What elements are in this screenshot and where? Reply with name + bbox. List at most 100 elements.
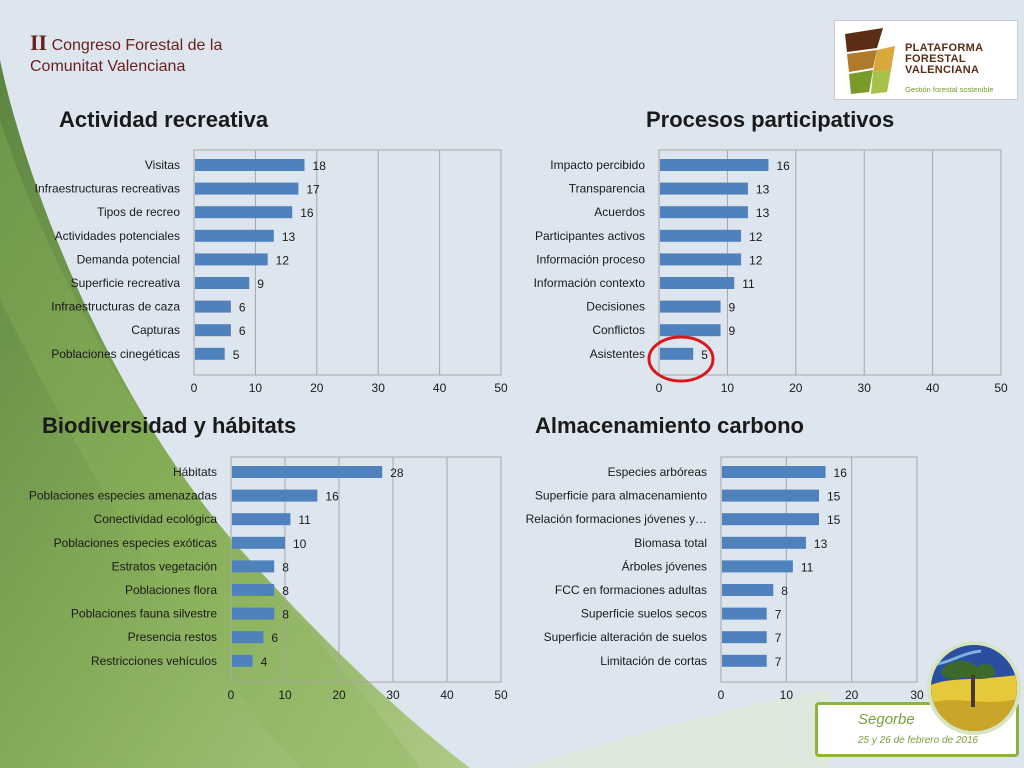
bar (660, 300, 721, 313)
chart-title-almacenamiento-carbono: Almacenamiento carbono (535, 413, 804, 438)
category-label: Participantes activos (535, 229, 645, 243)
bar (232, 466, 383, 478)
category-label: Visitas (145, 158, 180, 172)
bar (195, 159, 305, 171)
bar (722, 607, 767, 620)
x-tick-label: 20 (845, 688, 859, 702)
chart-title-procesos-participativos: Procesos participativos (646, 107, 895, 132)
data-label: 8 (781, 584, 788, 598)
bar (232, 489, 318, 502)
x-tick-label: 10 (278, 688, 292, 702)
bar (722, 536, 806, 549)
category-label: Poblaciones fauna silvestre (71, 607, 217, 621)
data-label: 12 (749, 253, 763, 267)
x-tick-label: 20 (332, 688, 346, 702)
x-tick-label: 10 (780, 688, 794, 702)
data-label: 8 (282, 560, 289, 574)
data-label: 6 (239, 324, 246, 338)
bar (195, 300, 231, 313)
data-label: 11 (801, 560, 814, 574)
x-tick-label: 10 (721, 381, 735, 395)
conference-title: II Congreso Forestal de la Comunitat Val… (30, 32, 222, 77)
bar (660, 253, 742, 266)
data-label: 11 (298, 513, 311, 527)
category-label: Infraestructuras de caza (51, 300, 180, 314)
chart-procesos-participativos: 0 10 20 30 40 50 Impacto percibido 16 Transparen… (534, 149, 1008, 395)
category-label: Relación formaciones jóvenes y… (526, 512, 707, 526)
category-label: Información contexto (534, 276, 646, 290)
category-label: Infraestructuras recreativas (35, 182, 180, 196)
data-label: 13 (282, 230, 296, 244)
x-tick-label: 30 (910, 688, 924, 702)
bar (232, 607, 275, 620)
bar (232, 654, 253, 667)
bar (195, 182, 299, 195)
data-label: 16 (325, 490, 339, 504)
bar (722, 584, 774, 596)
data-label: 5 (233, 348, 240, 362)
x-tick-label: 0 (191, 381, 198, 395)
x-tick-label: 0 (228, 688, 235, 702)
data-label: 6 (239, 301, 246, 315)
bar (722, 466, 826, 478)
x-tick-label: 20 (789, 381, 803, 395)
bar (722, 489, 819, 502)
event-place: Segorbe (858, 711, 915, 728)
bar (722, 560, 793, 573)
category-label: Presencia restos (128, 630, 217, 644)
conference-title-line2: Comunitat Valenciana (30, 58, 186, 75)
data-label: 13 (756, 206, 770, 220)
x-tick-label: 10 (249, 381, 263, 395)
bar (232, 513, 291, 526)
x-tick-label: 30 (386, 688, 400, 702)
x-tick-label: 30 (372, 381, 386, 395)
category-label: Conflictos (592, 323, 645, 337)
conference-title-line1: Congreso Forestal de la (51, 37, 223, 54)
bar (660, 324, 721, 337)
bar (232, 536, 285, 549)
logo-line2: FORESTAL (905, 53, 966, 65)
bar (722, 513, 819, 526)
data-label: 12 (749, 230, 763, 244)
data-label: 9 (729, 324, 736, 338)
data-label: 7 (775, 655, 782, 669)
conference-number: II (30, 30, 48, 55)
category-label: FCC en formaciones adultas (555, 583, 707, 597)
category-label: Especies arbóreas (608, 465, 707, 479)
category-label: Poblaciones cinegéticas (51, 347, 180, 361)
data-label: 16 (834, 466, 848, 480)
data-label: 9 (257, 277, 264, 291)
x-tick-label: 40 (440, 688, 454, 702)
data-label: 16 (300, 206, 314, 220)
category-label: Poblaciones especies amenazadas (29, 489, 217, 503)
data-label: 8 (282, 584, 289, 598)
x-tick-label: 20 (310, 381, 324, 395)
bar (195, 324, 231, 337)
bar (232, 584, 275, 596)
category-label: Poblaciones flora (125, 583, 217, 597)
logo-name: PLATAFORMA FORESTAL VALENCIANA (905, 43, 983, 76)
bar (232, 560, 275, 573)
data-label: 12 (276, 253, 290, 267)
category-label: Árboles jóvenes (622, 558, 707, 573)
category-label: Información proceso (536, 252, 645, 266)
bar (195, 206, 293, 219)
data-label: 18 (313, 159, 327, 173)
data-label: 13 (756, 183, 770, 197)
plataforma-forestal-logo: PLATAFORMA FORESTAL VALENCIANA Gestión f… (834, 20, 1018, 100)
category-label: Acuerdos (594, 205, 645, 219)
x-tick-label: 50 (994, 381, 1008, 395)
category-label: Limitación de cortas (600, 654, 707, 668)
bar (660, 159, 769, 171)
data-label: 16 (776, 159, 790, 173)
x-tick-label: 40 (926, 381, 940, 395)
category-label: Actividades potenciales (55, 229, 180, 243)
bar (722, 631, 767, 644)
category-label: Superficie para almacenamiento (535, 489, 707, 503)
x-tick-label: 0 (718, 688, 725, 702)
x-tick-label: 50 (494, 381, 508, 395)
category-label: Superficie recreativa (71, 276, 181, 290)
category-label: Biomasa total (634, 536, 707, 550)
bar (195, 253, 268, 266)
